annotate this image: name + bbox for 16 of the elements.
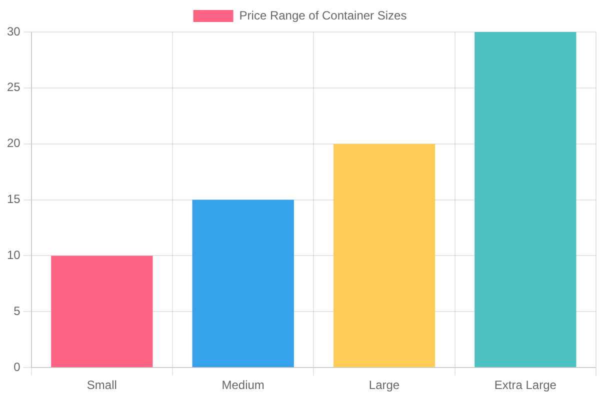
bar [333, 144, 436, 368]
y-tick-label: 5 [14, 304, 21, 318]
bar [474, 32, 576, 368]
y-tick-label: 25 [6, 80, 21, 94]
y-tick-label: 10 [6, 248, 21, 262]
y-tick-label: 0 [14, 360, 21, 374]
y-tick-label: 30 [6, 24, 21, 38]
legend-label: Price Range of Container Sizes [239, 8, 407, 22]
bar [51, 256, 153, 368]
x-tick-label: Large [368, 378, 400, 392]
x-tick-label: Extra Large [494, 378, 557, 392]
x-tick-label: Medium [222, 378, 264, 392]
y-tick-label: 15 [6, 192, 21, 206]
y-tick-label: 20 [6, 136, 21, 150]
x-tick-label: Small [86, 378, 117, 392]
bar [192, 200, 294, 368]
